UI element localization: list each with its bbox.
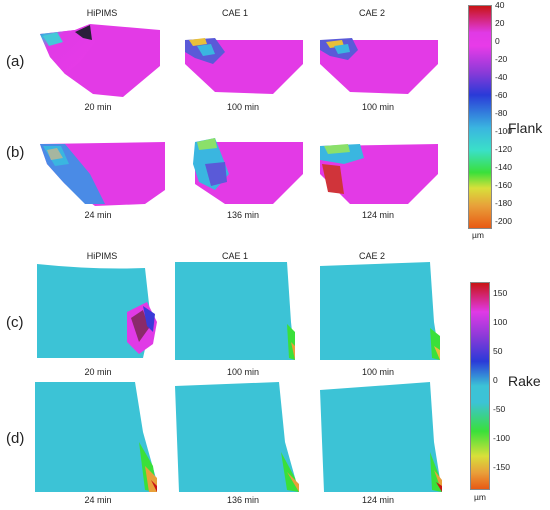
caption-b-cae1: 136 min (226, 210, 260, 220)
rake-tick: 150 (493, 288, 508, 298)
caption-d-hipims: 24 min (84, 495, 112, 505)
row-label-c: (c) (6, 314, 24, 331)
row-label-d: (d) (6, 430, 25, 447)
caption-a-cae1: 100 min (226, 102, 260, 112)
rake-image-cae2-c (320, 262, 440, 360)
rake-image-hipims-c (37, 264, 157, 358)
flank-tick: -40 (495, 72, 508, 82)
flank-tick: -120 (495, 144, 513, 154)
flank-tick: -140 (495, 162, 513, 172)
flank-tick: -160 (495, 180, 513, 190)
flank-tick: -80 (495, 108, 508, 118)
flank-colorbar (468, 5, 492, 229)
caption-b-hipims: 24 min (84, 210, 112, 220)
rake-tick: 0 (493, 375, 498, 385)
flank-tick: -60 (495, 90, 508, 100)
column-title-cae1-rake: CAE 1 (221, 251, 248, 261)
rake-tick: 100 (493, 317, 508, 327)
flank-scale-ticks: 40 20 0 -20 -40 -60 -80 -100 -120 -140 -… (495, 0, 535, 230)
rake-image-hipims-d (35, 382, 157, 492)
flank-label: Flank (508, 120, 543, 136)
flank-tick: -100 (495, 126, 513, 136)
flank-tick: 40 (495, 0, 505, 10)
rake-tick: 50 (493, 346, 503, 356)
column-title-cae1-flank: CAE 1 (221, 8, 248, 18)
rake-scale-ticks: 150 100 50 0 -50 -100 -150 (493, 288, 533, 488)
rake-image-cae2-d (320, 382, 442, 492)
rake-tick: -50 (493, 404, 506, 414)
rake-unit: µm (474, 492, 486, 502)
caption-c-cae2: 100 min (361, 367, 395, 377)
rake-colorbar (470, 282, 490, 490)
flank-image-cae1-a (185, 38, 303, 94)
flank-tick: -180 (495, 198, 513, 208)
flank-image-hipims-a (40, 24, 160, 97)
column-title-hipims-flank: HiPIMS (86, 8, 118, 18)
flank-unit: µm (472, 230, 484, 240)
flank-image-cae1-b (193, 138, 303, 204)
rake-image-cae1-c (175, 262, 295, 360)
column-title-cae2-rake: CAE 2 (358, 251, 385, 261)
flank-image-cae2-a (320, 38, 438, 94)
caption-c-hipims: 20 min (84, 367, 112, 377)
caption-d-cae1: 136 min (226, 495, 260, 505)
rake-label: Rake (508, 373, 541, 389)
rake-tick: -100 (493, 433, 511, 443)
flank-tick: -200 (495, 216, 513, 226)
rake-image-cae1-d (175, 382, 299, 492)
caption-a-hipims: 20 min (84, 102, 112, 112)
column-title-cae2-flank: CAE 2 (358, 8, 385, 18)
rake-tick: -150 (493, 462, 511, 472)
caption-c-cae1: 100 min (226, 367, 260, 377)
column-title-hipims-rake: HiPIMS (86, 251, 118, 261)
caption-b-cae2: 124 min (361, 210, 395, 220)
caption-d-cae2: 124 min (361, 495, 395, 505)
flank-tick: 20 (495, 18, 505, 28)
flank-tick: -20 (495, 54, 508, 64)
flank-tick: 0 (495, 36, 500, 46)
row-label-b: (b) (6, 144, 25, 161)
row-label-a: (a) (6, 53, 25, 70)
flank-image-cae2-b (320, 144, 438, 204)
flank-image-hipims-b (40, 142, 165, 206)
caption-a-cae2: 100 min (361, 102, 395, 112)
